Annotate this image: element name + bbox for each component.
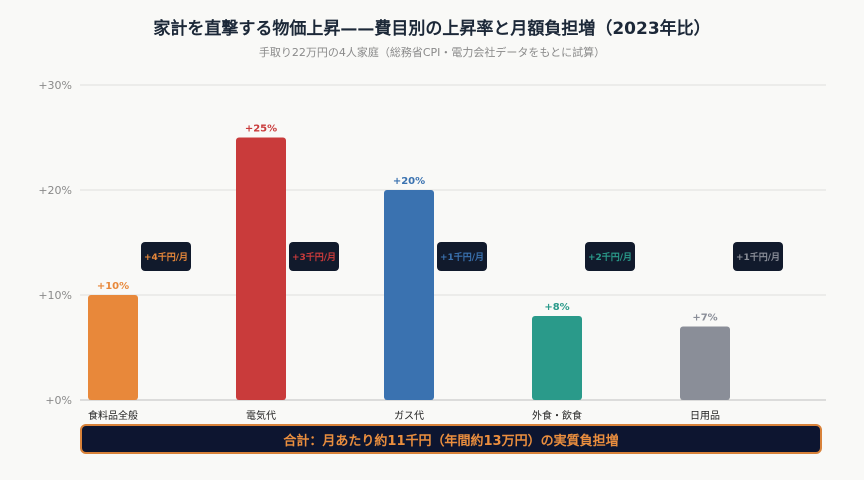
- data-label: +7%: [692, 313, 717, 324]
- data-label: +20%: [393, 176, 425, 187]
- chart-title: 家計を直撃する物価上昇——費目別の上昇率と月額負担増（2023年比）: [153, 19, 711, 39]
- data-label: +25%: [245, 124, 277, 135]
- x-tick-label: 日用品: [690, 410, 720, 422]
- bar: [88, 295, 138, 400]
- bar: [532, 316, 582, 400]
- annotation-badge: [141, 242, 191, 271]
- bar: [236, 137, 286, 400]
- annotation-label: +1千円/月: [440, 251, 484, 263]
- y-tick-label: +10%: [38, 289, 72, 302]
- bar: [680, 326, 730, 400]
- summary-banner: 合計：月あたり約11千円（年間約13万円）の実質負担増: [80, 424, 822, 454]
- y-tick-label: +30%: [38, 79, 72, 92]
- x-tick-label: 電気代: [246, 409, 276, 422]
- annotation-badge: [437, 242, 487, 271]
- annotation-badge: [289, 242, 339, 271]
- chart-subtitle: 手取り22万円の4人家庭（総務省CPI・電力会社データをもとに試算）: [258, 46, 606, 59]
- annotation-label: +2千円/月: [588, 251, 632, 263]
- y-tick-label: +20%: [38, 184, 72, 197]
- x-tick-label: ガス代: [394, 410, 424, 422]
- annotation-label: +3千円/月: [292, 251, 336, 263]
- x-tick-label: 外食・飲食: [532, 409, 582, 422]
- y-tick-label: +0%: [45, 394, 72, 407]
- data-label: +8%: [544, 302, 569, 313]
- annotation-label: +1千円/月: [736, 251, 780, 263]
- x-tick-label: 食料品全般: [88, 409, 138, 422]
- bar: [384, 190, 434, 400]
- data-label: +10%: [97, 281, 129, 292]
- annotation-badge: [733, 242, 783, 271]
- annotation-badge: [585, 242, 635, 271]
- annotation-label: +4千円/月: [144, 251, 188, 263]
